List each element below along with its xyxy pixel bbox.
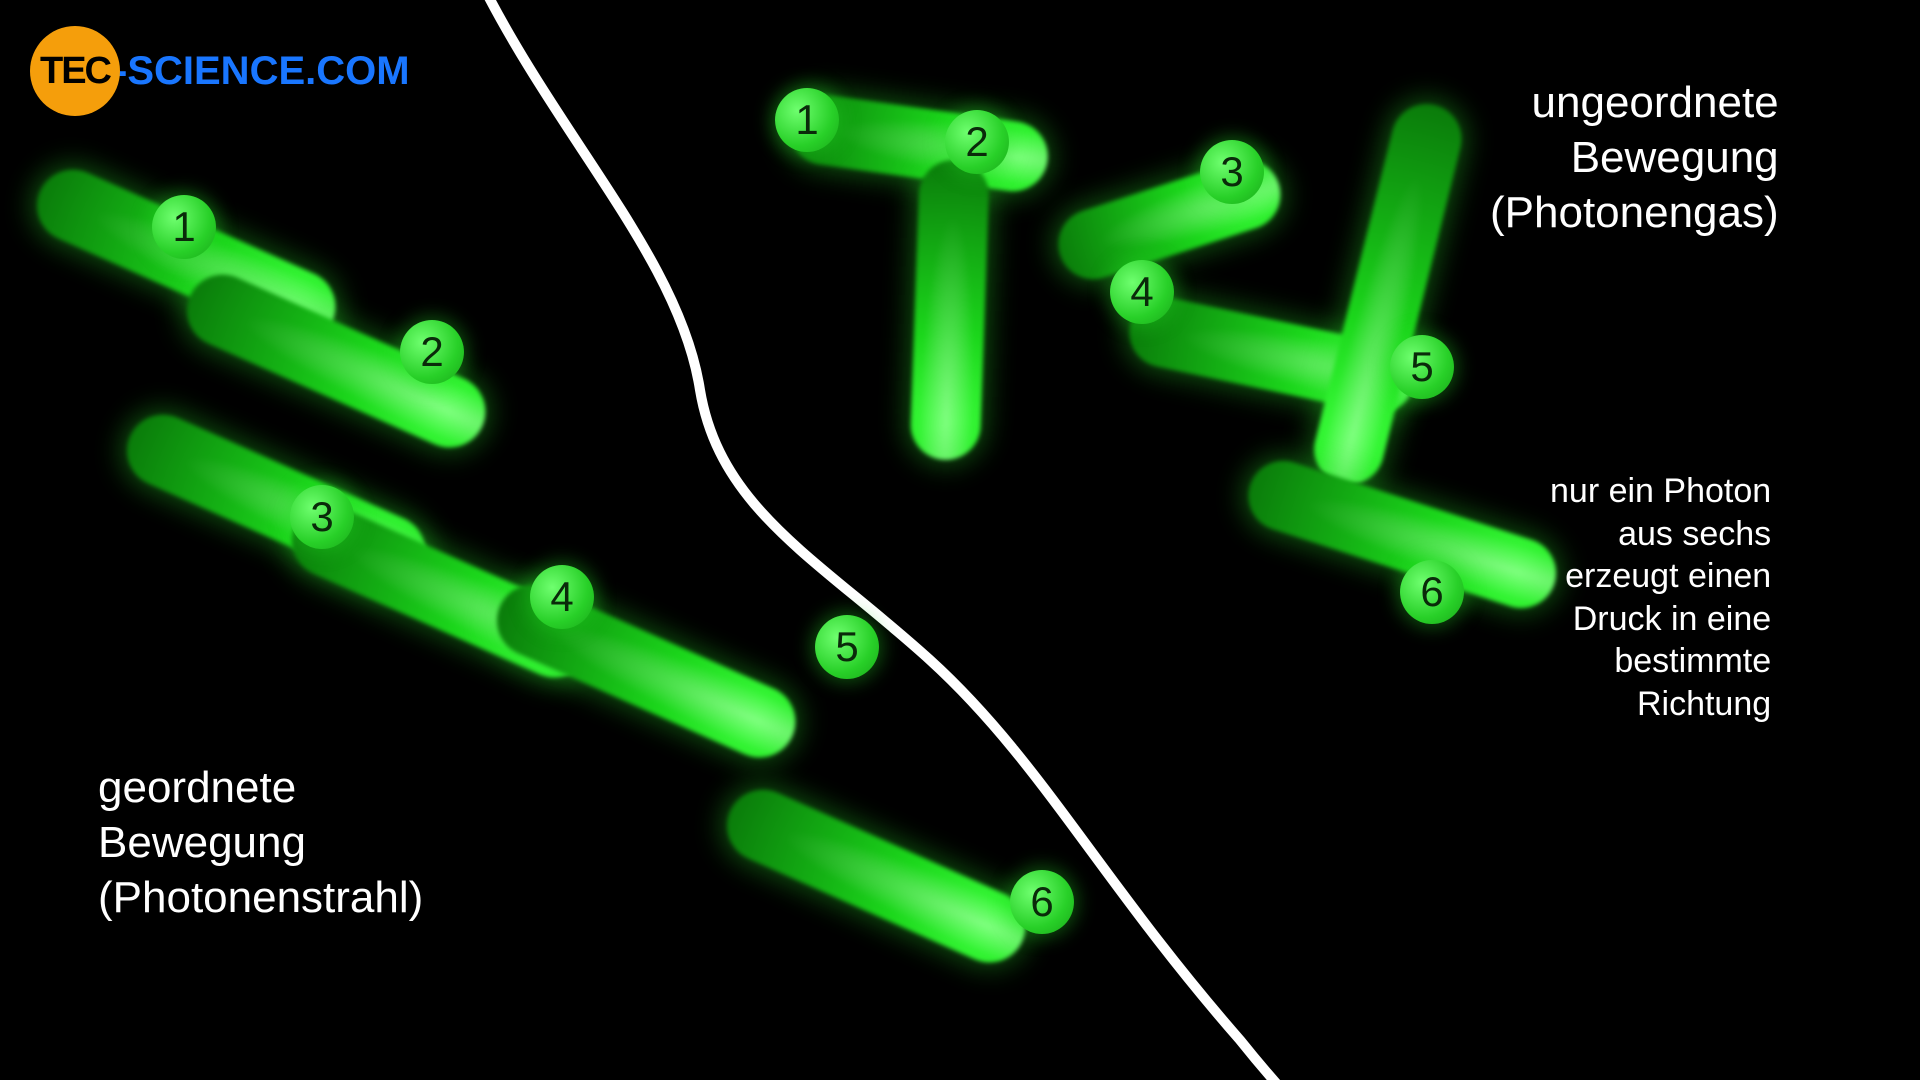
- disordered-label-line2: Bewegung: [1490, 130, 1779, 185]
- ordered-label-line3: (Photonenstrahl): [98, 870, 423, 925]
- sub-line4: Druck in eine: [1550, 598, 1771, 641]
- ordered-label-line2: Bewegung: [98, 815, 423, 870]
- sub-line1: nur ein Photon: [1550, 470, 1771, 513]
- sub-line3: erzeugt einen: [1550, 555, 1771, 598]
- photon-number-marker: 2: [945, 110, 1009, 174]
- sub-line2: aus sechs: [1550, 513, 1771, 556]
- photon-number-marker: 4: [530, 565, 594, 629]
- photon-rod: [715, 778, 1037, 974]
- photon-number-marker: 5: [815, 615, 879, 679]
- photon-number-marker: 1: [152, 195, 216, 259]
- photon-number-marker: 3: [1200, 140, 1264, 204]
- photon-number-marker: 1: [775, 88, 839, 152]
- site-logo: TEC -SCIENCE.COM: [30, 26, 410, 116]
- ordered-label: geordnete Bewegung (Photonenstrahl): [98, 760, 423, 925]
- ordered-label-line1: geordnete: [98, 760, 423, 815]
- photon-rod: [1307, 97, 1469, 492]
- diagram-canvas: TEC -SCIENCE.COM 123456 123456 geordnete…: [0, 0, 1920, 1080]
- sub-line6: Richtung: [1550, 683, 1771, 726]
- photon-number-marker: 6: [1010, 870, 1074, 934]
- photon-rod: [910, 159, 990, 461]
- disordered-sublabel: nur ein Photon aus sechs erzeugt einen D…: [1550, 470, 1771, 725]
- photon-number-marker: 6: [1400, 560, 1464, 624]
- disordered-label-line1: ungeordnete: [1490, 75, 1779, 130]
- disordered-label-line3: (Photonengas): [1490, 185, 1779, 240]
- photon-number-marker: 2: [400, 320, 464, 384]
- disordered-label: ungeordnete Bewegung (Photonengas): [1490, 75, 1779, 240]
- logo-disc: TEC: [30, 26, 120, 116]
- logo-rest-text: -SCIENCE.COM: [114, 49, 410, 94]
- logo-disc-text: TEC: [40, 50, 110, 93]
- photon-number-marker: 4: [1110, 260, 1174, 324]
- photon-number-marker: 3: [290, 485, 354, 549]
- photon-number-marker: 5: [1390, 335, 1454, 399]
- sub-line5: bestimmte: [1550, 640, 1771, 683]
